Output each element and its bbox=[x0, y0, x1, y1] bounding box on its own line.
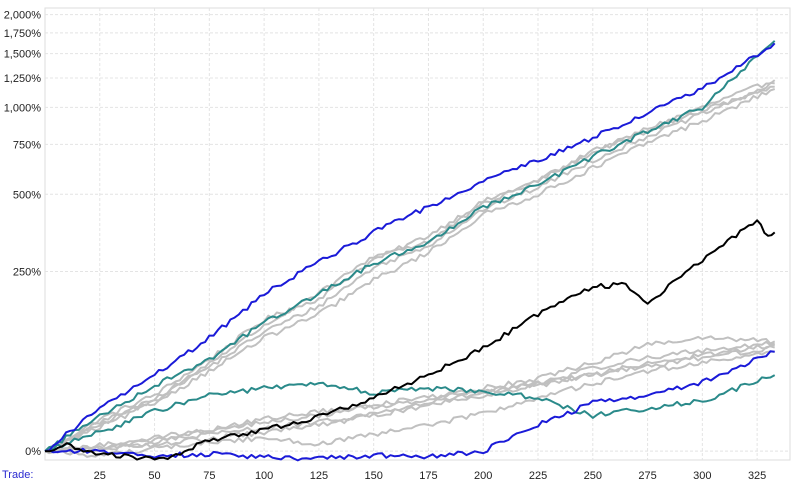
series-line bbox=[44, 374, 776, 453]
series-line bbox=[44, 350, 775, 458]
plot-frame bbox=[44, 7, 791, 461]
x-tick-label: 175 bbox=[419, 470, 437, 482]
series-line bbox=[44, 345, 775, 453]
x-tick-label: 25 bbox=[94, 470, 106, 482]
x-axis-label: Trade: bbox=[2, 469, 33, 481]
y-tick-label: 0% bbox=[25, 446, 41, 458]
y-tick-label: 250% bbox=[13, 267, 41, 279]
series-line bbox=[44, 335, 776, 452]
y-tick-label: 1,500% bbox=[4, 49, 42, 61]
y-tick-label: 500% bbox=[13, 189, 41, 201]
y-axis: 0% 250% 500% 750% 1,000% 1,250% 1,500% 1,750% 2,… bbox=[4, 10, 42, 458]
x-tick-label: 150 bbox=[364, 470, 382, 482]
x-tick-label: 250 bbox=[584, 470, 602, 482]
x-tick-label: 125 bbox=[310, 470, 328, 482]
series-line bbox=[44, 40, 776, 452]
series-line bbox=[44, 88, 776, 453]
series-line bbox=[44, 340, 776, 454]
series-line bbox=[44, 42, 776, 453]
y-tick-label: 1,750% bbox=[4, 28, 42, 40]
y-tick-label: 1,000% bbox=[4, 102, 42, 114]
y-tick-label: 2,000% bbox=[4, 10, 42, 22]
grid-lines bbox=[44, 7, 791, 461]
x-tick-label: 275 bbox=[638, 470, 656, 482]
x-tick-label: 200 bbox=[474, 470, 492, 482]
series-line bbox=[44, 79, 776, 453]
x-tick-label: 75 bbox=[203, 470, 215, 482]
series-line bbox=[44, 219, 776, 461]
x-tick-label: 325 bbox=[748, 470, 766, 482]
series-line bbox=[44, 350, 775, 462]
x-axis: 25 50 75 100 125 150 175 200 225 250 275 300 325 bbox=[94, 470, 767, 482]
series-lines bbox=[44, 40, 776, 462]
x-tick-label: 225 bbox=[529, 470, 547, 482]
y-tick-label: 750% bbox=[13, 139, 41, 151]
x-tick-label: 50 bbox=[148, 470, 160, 482]
x-tick-label: 100 bbox=[255, 470, 273, 482]
y-tick-label: 1,250% bbox=[4, 73, 42, 85]
x-tick-label: 300 bbox=[693, 470, 711, 482]
